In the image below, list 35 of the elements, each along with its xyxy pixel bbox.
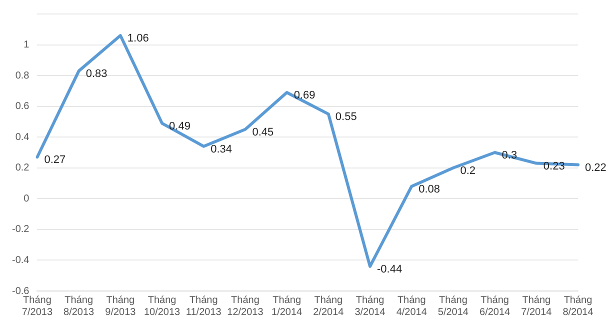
y-tick-label: 0.6: [15, 101, 30, 112]
x-tick-label: Tháng 6/2014: [480, 294, 511, 318]
x-tick-label: Tháng 12/2013: [227, 294, 264, 318]
x-tick-label: Tháng 10/2013: [144, 294, 181, 318]
data-label: 1.06: [127, 32, 149, 45]
data-label: 0.08: [418, 183, 440, 196]
data-label: 0.22: [585, 162, 606, 174]
y-tick-label: -0.2: [12, 224, 30, 236]
y-tick-label: -0.6: [12, 286, 30, 297]
data-label: 0.49: [169, 120, 190, 132]
y-tick-label: 0.2: [15, 162, 30, 174]
data-label: 0.55: [335, 111, 357, 124]
y-tick-label: 0.8: [15, 70, 30, 82]
x-tick-label: Tháng 9/2013: [105, 294, 136, 318]
y-tick-label: 0: [24, 193, 30, 204]
x-tick-label: Tháng 4/2014: [396, 294, 428, 318]
data-label: 0.69: [294, 90, 316, 102]
data-label: 0.83: [86, 68, 108, 80]
x-tick-label: Tháng 5/2014: [438, 294, 469, 318]
y-tick-label: -0.4: [12, 254, 30, 266]
y-tick-label: 0.4: [15, 132, 30, 143]
x-tick-label: Tháng 2/2014: [313, 294, 344, 318]
y-tick-label: 1: [24, 40, 30, 51]
data-label: -0.44: [377, 263, 402, 276]
x-tick-label: Tháng 8/2014: [562, 294, 594, 318]
x-tick-label: Tháng 7/2014: [521, 294, 552, 318]
x-tick-label: Tháng 3/2014: [354, 294, 386, 318]
x-tick-label: Tháng 11/2013: [186, 294, 222, 318]
data-label: 0.45: [252, 126, 274, 138]
data-label: 0.27: [44, 154, 66, 166]
data-label: 0.2: [460, 164, 476, 177]
x-tick-label: Tháng 8/2013: [64, 294, 95, 318]
data-label: 0.34: [210, 143, 232, 156]
x-tick-label: Tháng 1/2014: [272, 294, 303, 318]
x-tick-label: Tháng 7/2013: [22, 294, 53, 318]
